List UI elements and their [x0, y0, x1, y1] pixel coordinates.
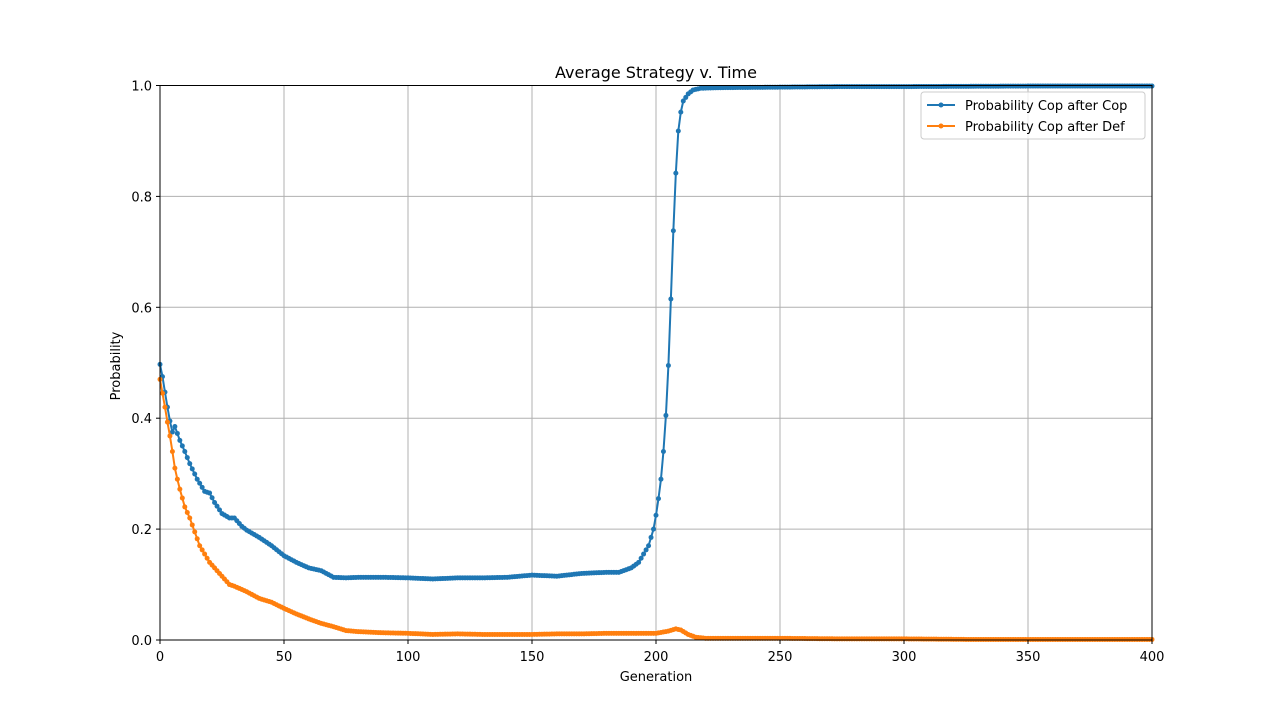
data-point-cop-after-cop	[670, 228, 676, 234]
chart-title: Average Strategy v. Time	[555, 63, 757, 82]
data-point-cop-after-def	[197, 543, 203, 549]
data-point-cop-after-cop	[643, 547, 649, 553]
legend: Probability Cop after Cop Probability Co…	[920, 91, 1146, 140]
legend-marker-cop-after-cop	[938, 102, 944, 108]
y-tick-label: 0.0	[131, 634, 152, 649]
data-point-cop-after-cop	[651, 526, 657, 532]
data-point-cop-after-def	[199, 547, 205, 553]
axis-ticks: 0 50 100 150 200 250 300 350 400 0.0 0.2 0.4 0.6 0.8 1…	[131, 80, 1164, 666]
data-point-cop-after-def	[177, 486, 183, 492]
data-point-cop-after-def	[202, 551, 208, 557]
data-point-cop-after-def	[174, 476, 180, 482]
y-axis-label: Probability	[109, 331, 124, 400]
y-tick-label: 0.6	[131, 301, 152, 316]
data-point-cop-after-def	[162, 404, 168, 410]
data-point-cop-after-def	[167, 433, 173, 439]
data-point-cop-after-cop	[655, 496, 661, 502]
x-tick-label: 150	[520, 650, 545, 665]
y-tick-label: 1.0	[131, 80, 152, 95]
data-point-cop-after-def	[184, 509, 190, 515]
data-point-cop-after-def	[194, 536, 200, 542]
data-point-cop-after-cop	[217, 507, 223, 513]
x-tick-label: 250	[768, 650, 793, 665]
data-point-cop-after-def	[182, 504, 188, 510]
x-axis-label: Generation	[620, 670, 693, 685]
data-point-cop-after-cop	[174, 430, 180, 436]
data-point-cop-after-def	[159, 390, 165, 396]
data-point-cop-after-def	[169, 448, 175, 454]
data-point-cop-after-cop	[653, 512, 659, 518]
data-point-cop-after-cop	[673, 170, 679, 176]
x-tick-label: 100	[396, 650, 421, 665]
legend-label-cop-after-cop: Probability Cop after Cop	[965, 99, 1127, 114]
data-point-cop-after-cop	[192, 471, 198, 477]
series-markers-cop-after-def	[157, 376, 1155, 642]
data-point-cop-after-def	[192, 529, 198, 535]
data-point-cop-after-cop	[668, 296, 674, 302]
legend-label-cop-after-def: Probability Cop after Def	[965, 120, 1125, 135]
x-tick-label: 300	[892, 650, 917, 665]
x-tick-label: 0	[156, 650, 164, 665]
data-point-cop-after-cop	[214, 503, 220, 509]
x-tick-label: 50	[276, 650, 293, 665]
data-point-cop-after-cop	[675, 128, 681, 134]
data-point-cop-after-cop	[646, 543, 652, 549]
data-point-cop-after-cop	[636, 559, 642, 565]
data-point-cop-after-cop	[172, 424, 178, 430]
data-point-cop-after-cop	[209, 495, 215, 501]
data-point-cop-after-cop	[665, 363, 671, 369]
data-point-cop-after-cop	[638, 555, 644, 561]
data-point-cop-after-def	[204, 555, 210, 561]
x-tick-label: 200	[644, 650, 669, 665]
data-point-cop-after-cop	[683, 94, 689, 100]
data-point-cop-after-cop	[663, 412, 669, 418]
data-point-cop-after-def	[179, 495, 185, 501]
data-point-cop-after-def	[172, 465, 178, 471]
data-point-cop-after-cop	[212, 499, 218, 505]
y-tick-label: 0.8	[131, 190, 152, 205]
x-tick-label: 350	[1016, 650, 1041, 665]
data-point-cop-after-def	[189, 522, 195, 528]
data-point-cop-after-cop	[680, 98, 686, 104]
legend-marker-cop-after-def	[938, 123, 944, 129]
x-tick-label: 400	[1140, 650, 1165, 665]
data-point-cop-after-cop	[658, 476, 664, 482]
data-point-cop-after-cop	[169, 429, 175, 435]
data-point-cop-after-cop	[189, 466, 195, 472]
data-point-cop-after-cop	[187, 461, 193, 467]
data-point-cop-after-cop	[660, 448, 666, 454]
data-point-cop-after-cop	[648, 534, 654, 540]
data-point-cop-after-cop	[194, 476, 200, 482]
data-point-cop-after-cop	[199, 484, 205, 490]
data-point-cop-after-def	[164, 419, 170, 425]
data-point-cop-after-cop	[641, 551, 647, 557]
legend-box	[920, 91, 1146, 140]
data-point-cop-after-cop	[182, 448, 188, 454]
data-point-cop-after-def	[187, 515, 193, 521]
y-tick-label: 0.2	[131, 523, 152, 538]
data-point-cop-after-cop	[678, 109, 684, 115]
data-point-cop-after-cop	[197, 480, 203, 486]
data-point-cop-after-cop	[177, 437, 183, 443]
data-point-cop-after-cop	[179, 443, 185, 449]
data-point-cop-after-cop	[207, 490, 213, 496]
y-tick-label: 0.4	[131, 412, 152, 427]
data-point-cop-after-cop	[184, 455, 190, 461]
